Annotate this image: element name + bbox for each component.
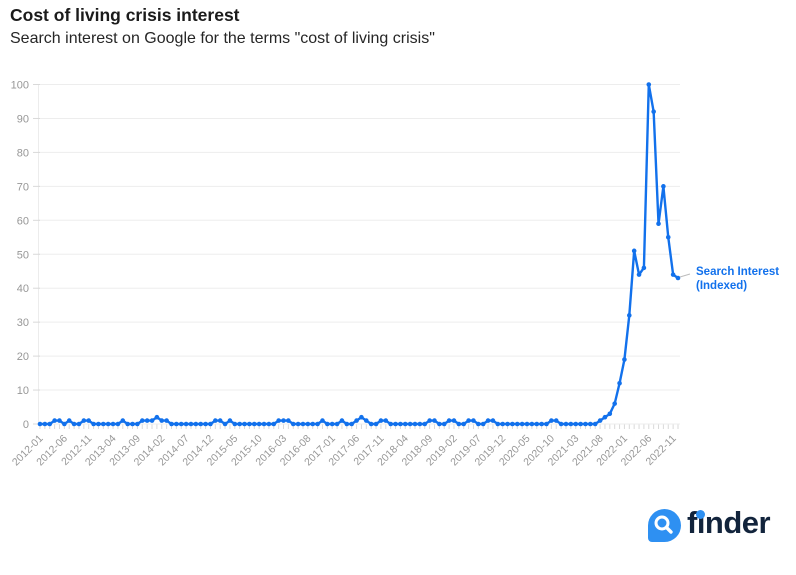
svg-text:50: 50: [17, 249, 29, 261]
svg-text:0: 0: [23, 419, 29, 431]
svg-text:60: 60: [17, 215, 29, 227]
series-legend: Search Interest (Indexed): [679, 266, 779, 292]
chart-header: Cost of living crisis interest Search in…: [10, 5, 435, 49]
svg-text:Search Interest: Search Interest: [696, 266, 779, 278]
footer: finder: [648, 503, 771, 549]
finder-i-dot: [696, 510, 705, 519]
svg-text:80: 80: [17, 147, 29, 159]
x-axis: 2012-012012-062012-112013-042013-092014-…: [10, 424, 679, 468]
svg-text:90: 90: [17, 113, 29, 125]
y-axis: 0 10 20 30 40 50 60 70 80 90 100: [11, 80, 680, 431]
chart-title: Cost of living crisis interest: [10, 5, 240, 25]
chart-canvas: 0 10 20 30 40 50 60 70 80 90 100 2012-012012-062012…: [10, 80, 779, 469]
svg-text:40: 40: [17, 283, 29, 295]
svg-text:10: 10: [17, 385, 29, 397]
series-line: [37, 82, 681, 427]
svg-text:(Indexed): (Indexed): [696, 280, 747, 292]
line-chart: 0 10 20 30 40 50 60 70 80 90 100 2012-01 2012-06 2012…: [0, 70, 796, 515]
finder-logo: finder: [648, 503, 771, 549]
chart-subtitle: Search interest on Google for the terms …: [10, 29, 435, 47]
svg-text:70: 70: [17, 181, 29, 193]
svg-text:100: 100: [11, 80, 29, 92]
svg-text:20: 20: [17, 351, 29, 363]
magnifier-icon: [648, 509, 681, 542]
svg-text:30: 30: [17, 317, 29, 329]
